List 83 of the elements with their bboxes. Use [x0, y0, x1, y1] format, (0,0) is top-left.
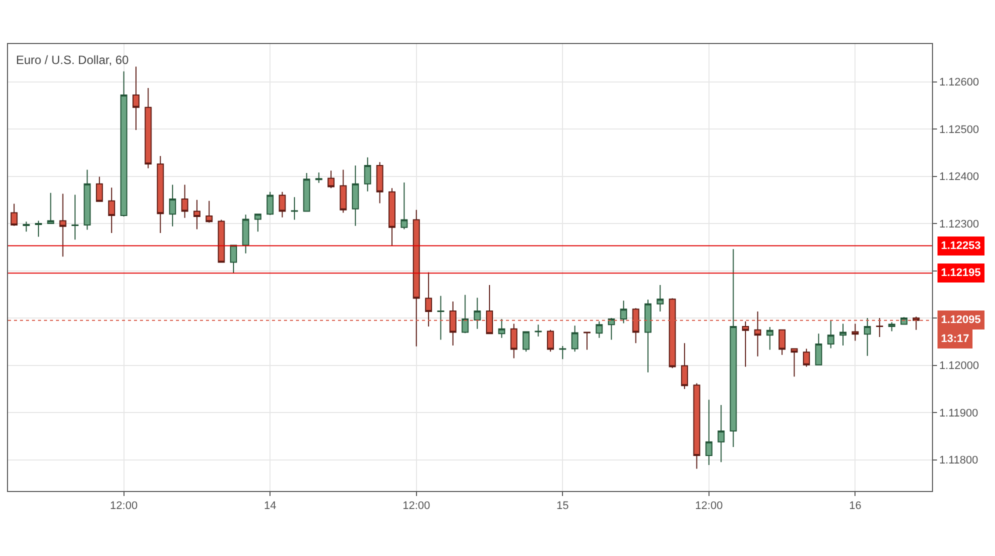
candlestick	[120, 70, 128, 217]
candlestick	[376, 162, 384, 204]
y-tick-label: 1.12600	[939, 76, 979, 89]
candlestick	[766, 326, 774, 350]
candlestick	[218, 219, 225, 263]
candlestick	[534, 324, 542, 337]
candlestick	[144, 87, 152, 169]
candlestick	[864, 318, 871, 356]
candlestick	[620, 300, 628, 324]
x-tick-label: 12:00	[110, 500, 138, 512]
candlestick	[596, 320, 603, 338]
candlestick	[96, 176, 103, 202]
candlestick	[559, 345, 566, 360]
candlestick	[888, 322, 896, 332]
candlestick	[790, 348, 798, 378]
text: Euro / U.S. Dollar, 60	[16, 53, 130, 67]
x-tick-label: 12:00	[695, 500, 723, 512]
candlestick	[132, 66, 140, 130]
y-tick-label: 1.12400	[939, 171, 979, 184]
y-tick-label: 1.12300	[939, 218, 979, 230]
candlestick	[718, 404, 725, 463]
candlestick	[693, 382, 700, 470]
candlestick	[840, 323, 846, 346]
candlestick	[266, 191, 274, 216]
y-tick-label: 1.12500	[939, 124, 979, 136]
candlestick	[278, 191, 286, 218]
candlestick	[315, 172, 322, 184]
candlestick	[84, 169, 91, 230]
x-tick-label: 15	[556, 500, 569, 512]
candlestick	[815, 333, 822, 366]
candlestick	[254, 214, 262, 232]
candlestick	[364, 156, 372, 192]
candlestick	[388, 188, 396, 246]
candlestick	[340, 169, 347, 214]
text: 13:17	[941, 333, 970, 345]
candlestick	[656, 284, 664, 312]
candlestick	[546, 329, 554, 352]
candlestick	[510, 323, 518, 359]
candlestick	[156, 155, 164, 234]
x-tick-label: 12:00	[402, 500, 430, 512]
candlestick	[400, 182, 408, 230]
candlestick	[705, 399, 712, 466]
ref-line-label: 1.12195	[941, 267, 981, 279]
candlestick	[59, 193, 66, 258]
candlestick	[34, 220, 42, 238]
candlestick	[474, 297, 481, 330]
candlestick	[778, 329, 786, 356]
ref-line-label: 1.12095	[941, 314, 981, 326]
candlestick	[852, 323, 859, 342]
candlestick	[10, 203, 18, 226]
candlestick	[193, 199, 200, 230]
candlestick	[47, 192, 54, 224]
ref-line-label: 1.12253	[941, 240, 981, 252]
candlestick	[571, 325, 578, 352]
x-tick-label: 16	[849, 500, 862, 512]
candlestick	[352, 164, 359, 226]
x-tick-label: 14	[264, 500, 276, 512]
candlestick	[681, 342, 688, 390]
candlestick	[584, 332, 591, 350]
candlestick	[827, 320, 834, 349]
y-tick-label: 1.11900	[939, 407, 978, 420]
candlestick	[242, 214, 250, 254]
candlestick	[108, 187, 116, 234]
candlestick	[437, 295, 444, 340]
candlestick	[72, 194, 79, 240]
candlestick	[742, 320, 749, 368]
candlestick	[644, 299, 652, 373]
candlestick	[498, 318, 506, 338]
y-tick-label: 1.12000	[939, 360, 979, 372]
candlestick	[22, 221, 30, 232]
candlestick	[462, 294, 469, 334]
candlestick	[206, 200, 213, 224]
candlestick	[303, 172, 310, 212]
candlestick	[730, 248, 737, 448]
candlestick	[290, 196, 298, 220]
y-tick-label: 1.11800	[939, 454, 978, 467]
candlestick	[181, 184, 188, 218]
candlestick	[328, 170, 335, 189]
candlestick	[802, 348, 810, 368]
candlestick	[608, 318, 615, 340]
candlestick	[522, 331, 530, 352]
candlestick	[169, 184, 176, 227]
candlestick	[230, 244, 237, 274]
